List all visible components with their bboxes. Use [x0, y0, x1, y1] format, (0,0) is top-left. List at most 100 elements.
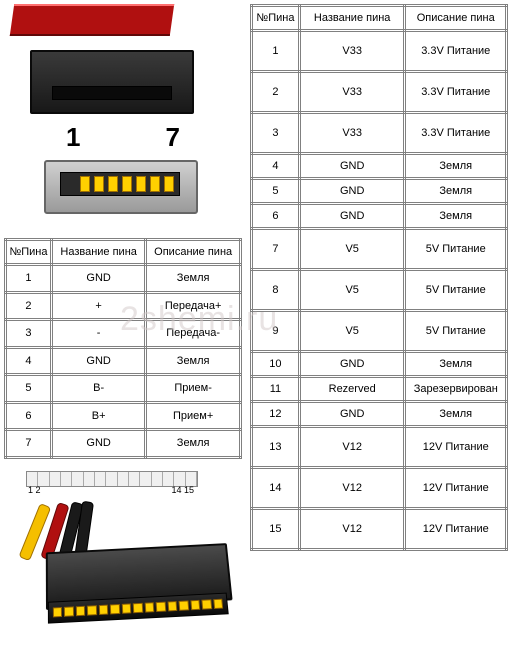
table-row: 7GNDЗемля	[6, 430, 241, 458]
table-row: 10GNDЗемля	[252, 352, 507, 377]
table-row: 2+Передача+	[6, 292, 241, 320]
table-cell: 10	[252, 352, 300, 377]
table-cell: Земля	[146, 430, 241, 458]
table-cell: GND	[51, 347, 145, 375]
table-cell: 5V Питание	[405, 229, 507, 270]
table-cell: Передача+	[146, 292, 241, 320]
table-row: 6B+Прием+	[6, 402, 241, 430]
table-cell: 8	[252, 270, 300, 311]
table-cell: 12V Питание	[405, 427, 507, 468]
table-cell: Земля	[405, 402, 507, 427]
table-cell: Rezerved	[299, 377, 405, 402]
sata-data-connector-illustration: 1 7	[4, 4, 224, 232]
right-column: №Пина Название пина Описание пина 1V333.…	[250, 4, 508, 551]
col-header: Описание пина	[146, 240, 241, 265]
table-row: 5GNDЗемля	[252, 179, 507, 204]
table-cell: GND	[299, 154, 405, 179]
table-cell: GND	[51, 265, 145, 293]
table-cell: 5V Питание	[405, 311, 507, 352]
sata-plug-slot	[52, 86, 172, 100]
pin-strip-labels: 1 2 14 15	[26, 485, 196, 495]
table-cell: V33	[299, 31, 405, 72]
table-row: 1V333.3V Питание	[252, 31, 507, 72]
table-cell: 6	[6, 402, 52, 430]
table-cell: Прием-	[146, 375, 241, 403]
table-cell: 9	[252, 311, 300, 352]
table-row: 4GNDЗемля	[6, 347, 241, 375]
table-cell: 12V Питание	[405, 509, 507, 550]
table-row: 5B-Прием-	[6, 375, 241, 403]
table-cell: B+	[51, 402, 145, 430]
sata-power-pinout-table: №Пина Название пина Описание пина 1V333.…	[250, 4, 508, 551]
table-cell: -	[51, 320, 145, 348]
table-cell: Прием+	[146, 402, 241, 430]
table-header-row: №Пина Название пина Описание пина	[252, 6, 507, 31]
table-cell: 1	[6, 265, 52, 293]
table-row: 3V333.3V Питание	[252, 113, 507, 154]
col-header: №Пина	[6, 240, 52, 265]
table-cell: GND	[51, 430, 145, 458]
table-cell: Земля	[146, 265, 241, 293]
table-row: 12GNDЗемля	[252, 402, 507, 427]
sata-data-pinout-table: №Пина Название пина Описание пина 1GNDЗе…	[4, 238, 242, 459]
table-row: 11RezervedЗарезервирован	[252, 377, 507, 402]
table-cell: 1	[252, 31, 300, 72]
table-cell: 4	[6, 347, 52, 375]
table-cell: B-	[51, 375, 145, 403]
pin-label-7: 7	[166, 122, 180, 153]
table-cell: V5	[299, 229, 405, 270]
table-row: 8V55V Питание	[252, 270, 507, 311]
table-cell: Зарезервирован	[405, 377, 507, 402]
table-cell: 3.3V Питание	[405, 113, 507, 154]
table-cell: GND	[299, 352, 405, 377]
table-cell: 3.3V Питание	[405, 31, 507, 72]
table-cell: V12	[299, 427, 405, 468]
table-cell: 12	[252, 402, 300, 427]
table-cell: V5	[299, 270, 405, 311]
table-header-row: №Пина Название пина Описание пина	[6, 240, 241, 265]
col-header: Описание пина	[405, 6, 507, 31]
table-row: 2V333.3V Питание	[252, 72, 507, 113]
table-cell: 2	[252, 72, 300, 113]
table-row: 13V1212V Питание	[252, 427, 507, 468]
col-header: №Пина	[252, 6, 300, 31]
table-cell: GND	[299, 204, 405, 229]
pin-strip-label-left: 1 2	[28, 485, 41, 495]
pin-label-1: 1	[66, 122, 80, 153]
table-cell: Земля	[405, 352, 507, 377]
sata-power-connector-illustration: 1 2 14 15	[4, 467, 234, 637]
table-cell: 5	[6, 375, 52, 403]
table-cell: +	[51, 292, 145, 320]
sata-plug-body	[30, 50, 194, 114]
table-cell: 3.3V Питание	[405, 72, 507, 113]
table-cell: 13	[252, 427, 300, 468]
table-cell: 15	[252, 509, 300, 550]
table-cell: Земля	[405, 179, 507, 204]
col-header: Название пина	[51, 240, 145, 265]
table-cell: GND	[299, 179, 405, 204]
table-cell: GND	[299, 402, 405, 427]
table-row: 3-Передача-	[6, 320, 241, 348]
table-row: 15V1212V Питание	[252, 509, 507, 550]
table-cell: 11	[252, 377, 300, 402]
table-cell: Земля	[405, 154, 507, 179]
table-row: 7V55V Питание	[252, 229, 507, 270]
table-cell: 3	[252, 113, 300, 154]
table-cell: 7	[6, 430, 52, 458]
table-row: 1GNDЗемля	[6, 265, 241, 293]
table-cell: 14	[252, 468, 300, 509]
sata-receptacle-pins	[80, 176, 174, 192]
table-row: 14V1212V Питание	[252, 468, 507, 509]
col-header: Название пина	[299, 6, 405, 31]
table-cell: 3	[6, 320, 52, 348]
table-cell: 5V Питание	[405, 270, 507, 311]
table-cell: 4	[252, 154, 300, 179]
pin-strip-label-right: 14 15	[171, 485, 194, 495]
main-layout: 1 7 №Пина Название пина Описание пина 1G…	[4, 4, 518, 637]
table-cell: V33	[299, 72, 405, 113]
table-cell: 5	[252, 179, 300, 204]
table-cell: Земля	[405, 204, 507, 229]
table-cell: V5	[299, 311, 405, 352]
table-cell: V12	[299, 509, 405, 550]
red-cable-icon	[10, 4, 174, 36]
